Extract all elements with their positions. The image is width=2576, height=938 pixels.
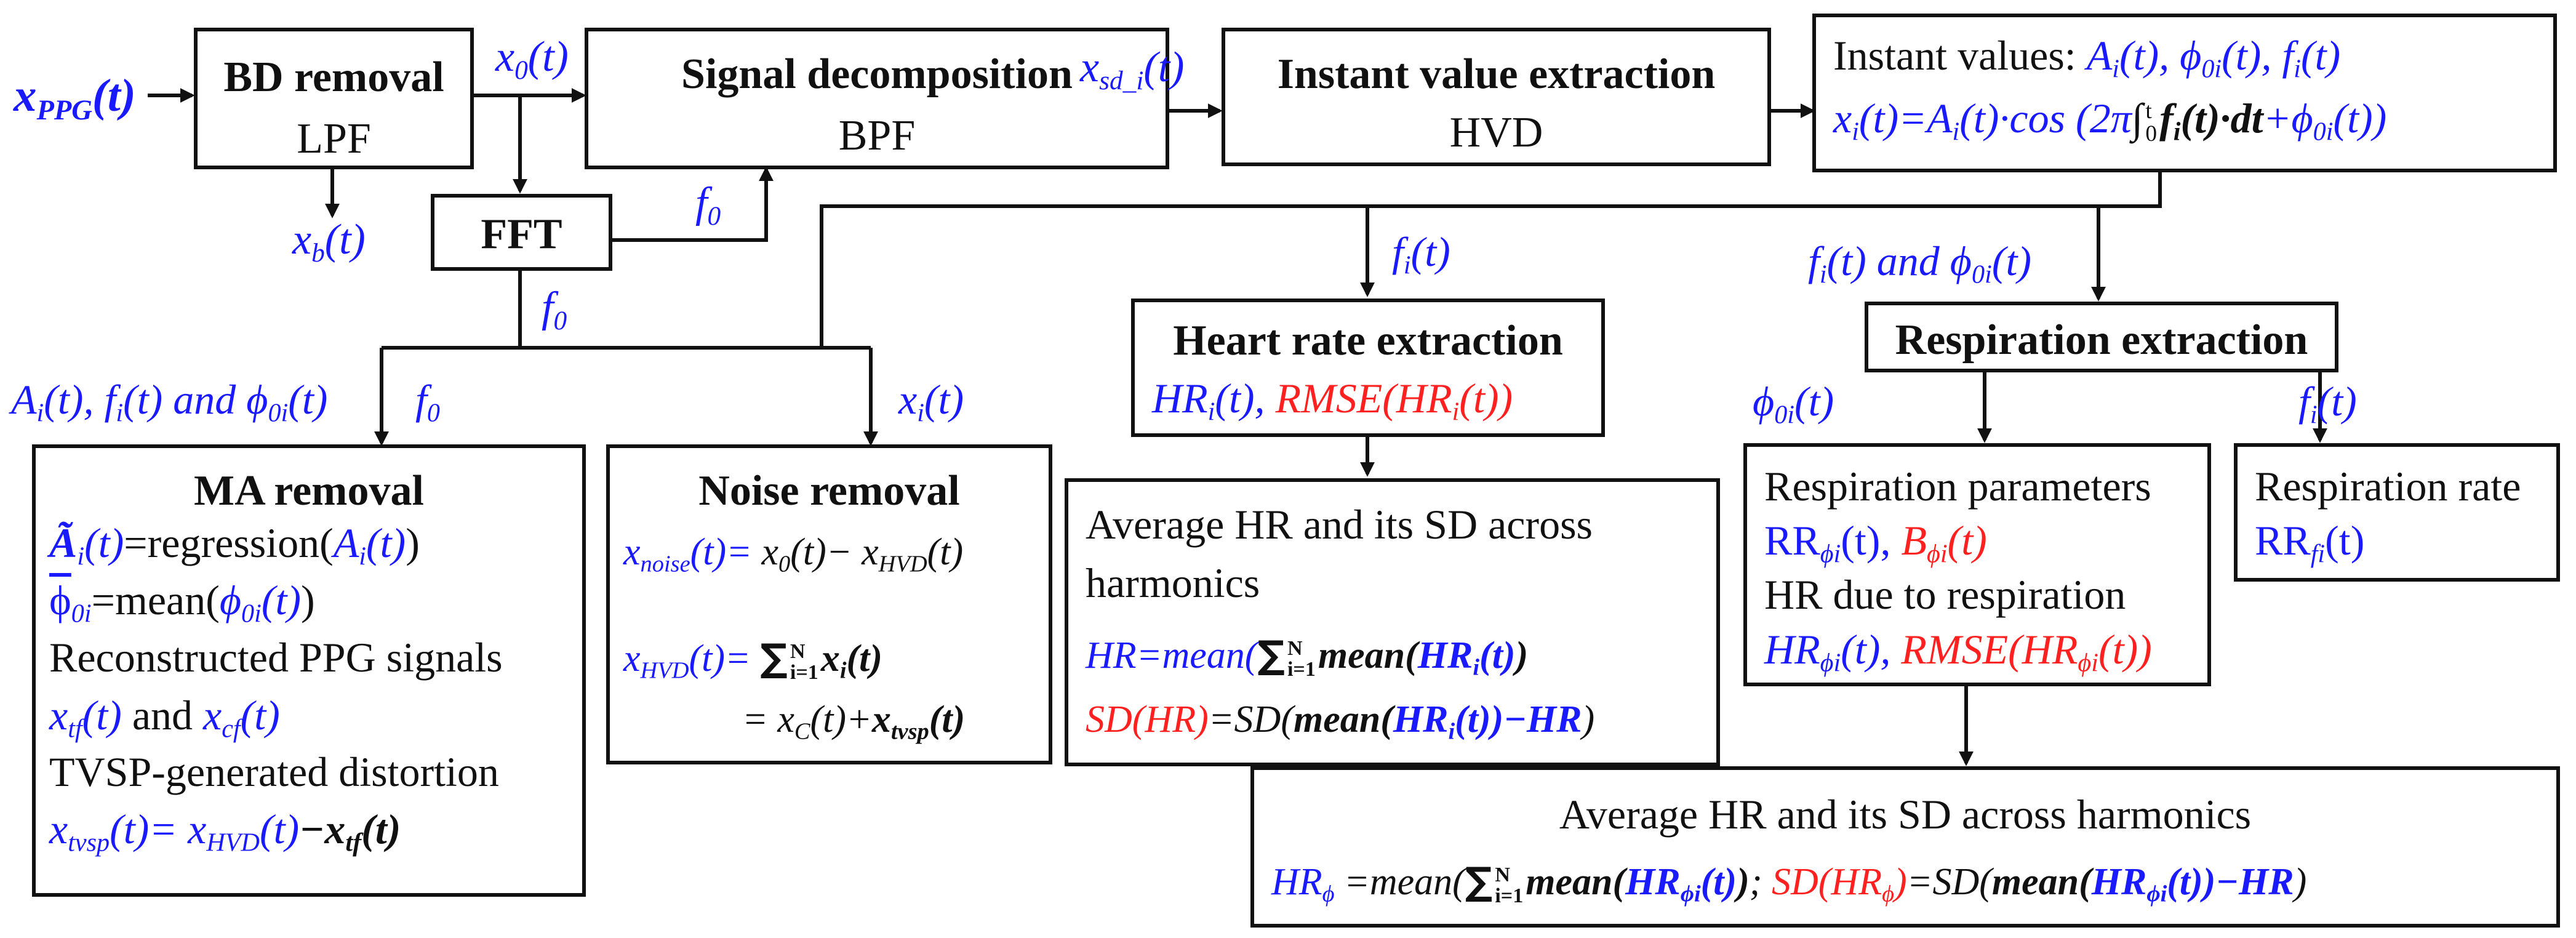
respiration-extraction-box: Respiration extraction	[1865, 302, 2338, 372]
noise-removal-box: Noise removal xnoise(t)= x0(t)− xHVD(t) …	[606, 444, 1052, 764]
fft-title: FFT	[481, 210, 562, 258]
ma-removal-box: MA removal Ãi(t)=regression(Ai(t)) ϕ0i=m…	[32, 444, 586, 897]
noise-line-xnoise: xnoise(t)= x0(t)− xHVD(t)	[623, 531, 964, 577]
instant-value-extraction-box: Instant value extraction HVD	[1222, 28, 1771, 166]
fft-box: FFT	[431, 194, 612, 271]
respiration-extraction-title: Respiration extraction	[1895, 316, 2308, 364]
instant-values-box: Instant values: Ai(t), ϕ0i(t), fi(t) xi(…	[1812, 14, 2557, 172]
instant-value-extraction-subtitle: HVD	[1449, 109, 1543, 156]
average-hr-sd-formula: SD(HR)=SD(mean(HRi(t))−HR)	[1086, 699, 1595, 745]
signal-decomposition-title: Signal decomposition	[681, 50, 1073, 98]
resp-input-label: fi(t) and ϕ0i(t)	[1808, 238, 2031, 289]
ma-input-label: Ai(t), fi(t) and ϕ0i(t)	[11, 376, 328, 428]
signal-decomposition-subtitle: BPF	[838, 112, 916, 159]
resp-f-label: fi(t)	[2298, 378, 2357, 430]
bd-removal-subtitle: LPF	[297, 115, 371, 162]
ma-line-tvsp: TVSP-generated distortion	[49, 748, 499, 795]
average-hr-respiration-title: Average HR and its SD across harmonics	[1559, 791, 2252, 838]
average-hr-line1: Average HR and its SD across	[1086, 501, 1593, 548]
noise-input-label: xi(t)	[898, 376, 964, 428]
ma-line-reconstructed: Reconstructed PPG signals	[49, 634, 503, 681]
instant-values-line1: Instant values: Ai(t), ϕ0i(t), fi(t)	[1833, 32, 2341, 84]
resp-phi-label: ϕ0i(t)	[1753, 378, 1834, 430]
respiration-parameters-box: Respiration parameters RRϕi(t), Bϕi(t) H…	[1743, 443, 2211, 686]
fft-f0-right-label: f0	[695, 179, 721, 231]
respiration-rate-box: Respiration rate RRfi(t)	[2234, 443, 2560, 582]
noise-line-sum: = xC(t)+xtvsp(t)	[742, 699, 966, 745]
bd-removal-box: BD removal LPF	[194, 28, 474, 169]
respiration-parameters-line3: HR due to respiration	[1764, 571, 2126, 618]
xsd-label: xsd_i(t)	[1080, 44, 1185, 96]
x0-label: x0(t)	[495, 33, 569, 86]
average-hr-box: Average HR and its SD across harmonics H…	[1065, 478, 1720, 766]
average-hr-line2: harmonics	[1086, 559, 1260, 606]
edge-iv-bus	[820, 172, 2162, 348]
respiration-rate-value: RRfi(t)	[2255, 517, 2365, 569]
respiration-parameters-hr: HRϕi(t), RMSE(HRϕi(t))	[1764, 626, 2152, 678]
fft-f0-down-label: f0	[542, 284, 567, 336]
bd-removal-title: BD removal	[223, 54, 444, 101]
ma-line-mean: ϕ0i=mean(ϕ0i(t))	[49, 577, 315, 628]
instant-value-extraction-title: Instant value extraction	[1277, 50, 1716, 98]
heart-rate-extraction-values: HRi(t), RMSE(HRi(t))	[1152, 375, 1513, 427]
respiration-parameters-values: RRϕi(t), Bϕi(t)	[1764, 517, 1987, 569]
average-hr-respiration-box: Average HR and its SD across harmonics H…	[1250, 766, 2560, 928]
xb-label: xb(t)	[292, 216, 366, 268]
heart-rate-extraction-title: Heart rate extraction	[1173, 317, 1563, 364]
ma-removal-title: MA removal	[194, 467, 424, 515]
ma-line-xtvsp: xtvsp(t)= xHVD(t)−xtf(t)	[49, 806, 401, 857]
heart-rate-extraction-box: Heart rate extraction HRi(t), RMSE(HRi(t…	[1131, 299, 1605, 437]
input-signal-label: xPPG(t)	[14, 70, 136, 126]
edge-fft-sd	[612, 166, 774, 242]
ma-input-f0-label: f0	[415, 376, 440, 428]
respiration-parameters-line1: Respiration parameters	[1764, 463, 2151, 510]
signal-decomposition-box: Signal decomposition BPF	[585, 28, 1169, 169]
ma-line-signals: xtf(t) and xcf(t)	[49, 692, 280, 744]
noise-removal-title: Noise removal	[698, 467, 960, 515]
ma-line-regression: Ãi(t)=regression(Ai(t))	[49, 519, 420, 571]
respiration-rate-line1: Respiration rate	[2255, 463, 2521, 510]
hr-input-label: fi(t)	[1392, 228, 1450, 280]
instant-values-line2: xi(t)=Ai(t)·cos (2π∫ t 0 fi(t)·dt+ϕ0i(t))	[1833, 95, 2387, 147]
